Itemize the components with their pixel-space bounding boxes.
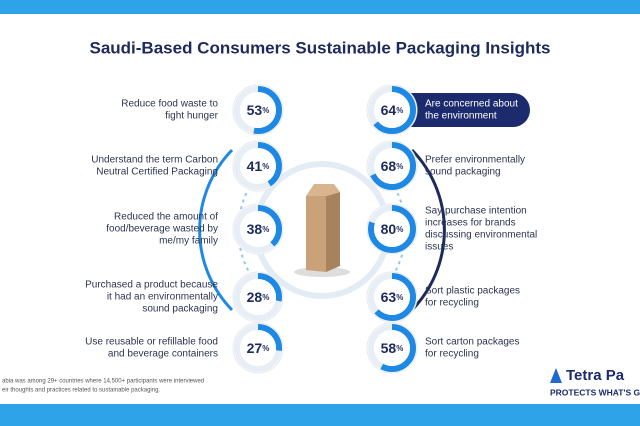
value-unit: %	[262, 344, 269, 353]
logo-tagline: PROTECTS WHAT'S GO	[550, 387, 640, 397]
value-number: 27	[247, 340, 263, 356]
item-label: for recycling	[425, 349, 479, 360]
value-number: 63	[381, 289, 397, 305]
donut-arc	[234, 205, 282, 253]
item-label: Reduce food waste to	[121, 99, 218, 110]
value-unit: %	[396, 162, 403, 171]
donut-center	[240, 330, 276, 366]
carton	[294, 184, 350, 277]
value-label: 68%	[381, 158, 404, 174]
item-label: it had an environmentally	[107, 292, 218, 303]
item-label: fight hunger	[165, 111, 218, 122]
value-label: 27%	[247, 340, 270, 356]
donut-center	[240, 92, 276, 128]
value-unit: %	[396, 344, 403, 353]
value-number: 58	[381, 340, 397, 356]
value-unit: %	[262, 293, 269, 302]
value-number: 28	[247, 289, 263, 305]
item-label: me/my family	[159, 236, 218, 247]
item-label: Are concerned about	[425, 99, 518, 110]
donut-arc	[234, 86, 282, 134]
value-number: 53	[247, 102, 263, 118]
item-label: issues	[425, 242, 453, 253]
item-label: for recycling	[425, 298, 479, 309]
item-label: sound packaging	[425, 167, 501, 178]
item-label: Use reusable or refillable food	[85, 337, 218, 348]
value-number: 38	[247, 221, 263, 237]
value-label: 41%	[247, 158, 270, 174]
donut-center	[374, 211, 410, 247]
value-unit: %	[262, 162, 269, 171]
donut-center	[240, 148, 276, 184]
value-label: 53%	[247, 102, 270, 118]
item-label: increases for brands	[425, 218, 516, 229]
value-unit: %	[262, 106, 269, 115]
value-unit: %	[396, 106, 403, 115]
value-unit: %	[396, 293, 403, 302]
value-number: 80	[381, 221, 397, 237]
item-label: Prefer environmentally	[425, 155, 525, 166]
bottom-bar	[0, 404, 640, 426]
donut-center	[240, 279, 276, 315]
value-label: 58%	[381, 340, 404, 356]
donut-center	[374, 148, 410, 184]
item-label: Sort carton packages	[425, 337, 520, 348]
item-label: Say purchase intention	[425, 206, 527, 217]
value-label: 80%	[381, 221, 404, 237]
donut-arc	[368, 142, 416, 190]
item-label: and beverage containers	[108, 349, 218, 360]
item-label: discussing environmental	[425, 230, 537, 241]
item-label: the environment	[425, 111, 497, 122]
value-number: 64	[381, 102, 397, 118]
footnote: eir thoughts and practices related to su…	[2, 388, 160, 394]
item-label: sound packaging	[142, 304, 218, 315]
value-label: 38%	[247, 221, 270, 237]
logo-triangle	[550, 368, 562, 383]
donut-arc	[234, 142, 282, 190]
top-bar	[0, 0, 640, 14]
value-label: 64%	[381, 102, 404, 118]
donut-arc	[368, 86, 416, 134]
item-label: Sort plastic packages	[425, 286, 520, 297]
highlight-pill	[380, 93, 530, 127]
donut-arc	[368, 273, 416, 321]
donut-center	[240, 211, 276, 247]
donut-center	[374, 279, 410, 315]
donut-arc	[234, 324, 282, 372]
value-label: 63%	[381, 289, 404, 305]
item-label: Understand the term Carbon	[91, 155, 218, 166]
item-label: Neutral Certified Packaging	[96, 167, 218, 178]
donut-center	[374, 330, 410, 366]
logo-name: Tetra Pa	[566, 367, 625, 384]
title: Saudi-Based Consumers Sustainable Packag…	[89, 38, 550, 57]
item-label: food/beverage wasted by	[106, 224, 218, 235]
donut-center	[374, 92, 410, 128]
item-label: Reduced the amount of	[114, 212, 218, 223]
donut-arc	[368, 324, 416, 372]
donut-arc	[368, 205, 416, 253]
donut-arc	[234, 273, 282, 321]
value-number: 41	[247, 158, 263, 174]
value-label: 28%	[247, 289, 270, 305]
value-number: 68	[381, 158, 397, 174]
item-label: Purchased a product because	[85, 280, 218, 291]
value-unit: %	[262, 225, 269, 234]
footnote: abia was among 29+ countries where 14,50…	[2, 379, 204, 385]
value-unit: %	[396, 225, 403, 234]
